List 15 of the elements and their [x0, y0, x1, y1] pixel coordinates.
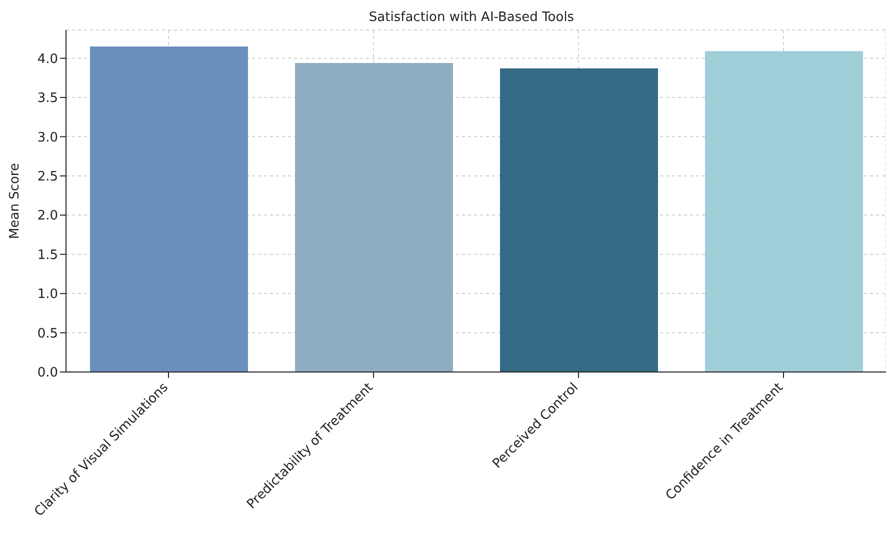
y-tick-label: 4.0 — [37, 52, 58, 67]
y-tick-label: 2.0 — [37, 208, 58, 224]
chart-title: Satisfaction with AI-Based Tools — [368, 10, 576, 25]
bar — [295, 62, 453, 372]
y-tick-label: 0.0 — [37, 366, 58, 381]
y-axis-title: Mean Score — [8, 163, 23, 239]
y-tick-label: 2.5 — [37, 170, 58, 185]
bar — [500, 68, 658, 372]
y-tick-label: 1.0 — [37, 287, 58, 302]
y-tick-label: 3.5 — [37, 91, 58, 106]
y-tick-label: 0.5 — [37, 326, 58, 342]
bar — [90, 46, 248, 372]
bar — [705, 51, 863, 372]
y-tick-label: 1.5 — [37, 248, 58, 263]
y-tick-label: 3.0 — [37, 130, 58, 146]
